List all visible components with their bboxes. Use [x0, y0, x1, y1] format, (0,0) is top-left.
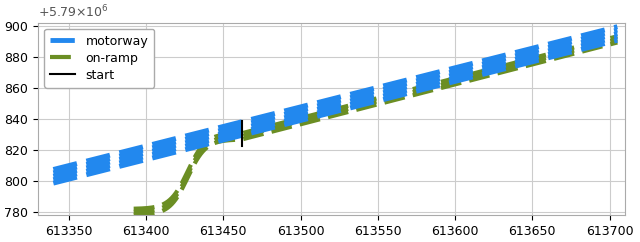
motorway [78, 171, 86, 174]
motorway [324, 109, 332, 112]
on-ramp [159, 206, 166, 209]
motorway [49, 178, 57, 181]
Legend: motorway, on-ramp, start: motorway, on-ramp, start [44, 29, 154, 88]
motorway [597, 40, 605, 43]
on-ramp [273, 126, 280, 129]
on-ramp [130, 210, 138, 213]
motorway [614, 36, 621, 38]
Line: on-ramp: on-ramp [134, 39, 618, 212]
motorway [308, 113, 316, 115]
on-ramp [203, 143, 211, 146]
on-ramp [257, 130, 264, 133]
on-ramp [166, 201, 174, 204]
Text: +5.79×10$^6$: +5.79×10$^6$ [38, 4, 109, 21]
Line: motorway: motorway [53, 37, 618, 180]
on-ramp [614, 38, 621, 41]
start [238, 144, 246, 147]
motorway [597, 40, 605, 43]
motorway [493, 66, 501, 69]
on-ramp [224, 136, 232, 139]
start [238, 119, 246, 122]
